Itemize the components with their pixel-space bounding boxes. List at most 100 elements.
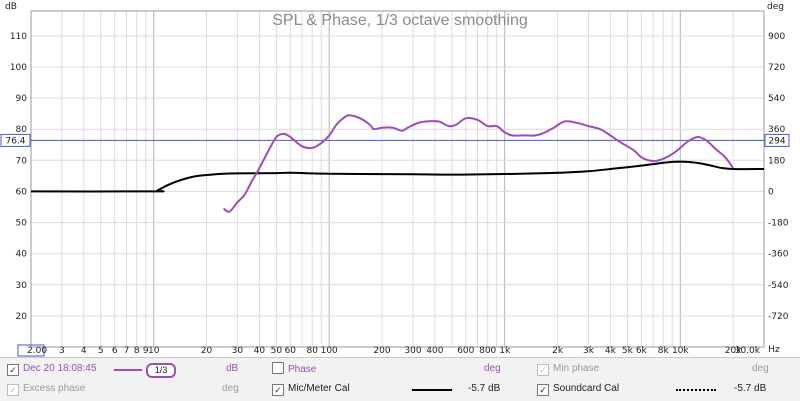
measurement-checkbox[interactable]: ✓ xyxy=(7,364,19,376)
soundcard-cal-legend-item[interactable]: ✓ Soundcard Cal xyxy=(537,382,619,396)
reference-left-value-box xyxy=(0,133,31,147)
x-tick-label: 10k xyxy=(672,346,689,356)
y-right-tick-label: 0 xyxy=(768,187,774,197)
x-tick-label: 80 xyxy=(306,346,318,356)
x-tick-label: 2.00 xyxy=(27,346,47,356)
x-tick-label: 2k xyxy=(552,346,564,356)
y-left-tick-label: 60 xyxy=(16,187,28,197)
x-tick-label: 200 xyxy=(373,346,390,356)
y-left-tick-label: 40 xyxy=(16,250,28,260)
reference-right-value-box xyxy=(764,133,790,147)
x-tick-label: 6k xyxy=(636,346,648,356)
y-left-tick-label: 80 xyxy=(16,125,28,135)
x-tick-label: 5k xyxy=(622,346,634,356)
series-line-dec-20-18-08-45 xyxy=(222,114,734,213)
smoothing-badge[interactable]: 1/3 xyxy=(146,363,176,378)
mic-cal-legend-item[interactable]: ✓ Mic/Meter Cal xyxy=(272,382,350,396)
x-tick-label: 1k xyxy=(499,346,511,356)
min-phase-checkbox[interactable]: ✓ xyxy=(537,364,549,376)
x-tick-label: 30 xyxy=(232,346,244,356)
x-tick-label: 400 xyxy=(426,346,443,356)
left-axis-unit: dB xyxy=(5,2,17,12)
phase-unit-label: deg xyxy=(484,363,501,374)
y-right-tick-label: -360 xyxy=(768,250,789,260)
right-y-tick-labels: -720 -540 -360 -180 0 180 360 540 720 900 xyxy=(768,32,789,322)
mic-cal-label: Mic/Meter Cal xyxy=(288,383,350,394)
min-phase-label: Min phase xyxy=(553,363,600,374)
legend-row-1: ✓ Dec 20 18:08:45 1/3 dB Phase deg ✓ Min p… xyxy=(0,360,800,378)
chart-background xyxy=(0,0,800,357)
y-right-tick-label: 360 xyxy=(768,125,785,135)
y-left-tick-label: 50 xyxy=(16,219,28,229)
min-phase-legend-item[interactable]: ✓ Min phase xyxy=(537,362,599,376)
phase-checkbox[interactable] xyxy=(272,362,284,374)
x-tick-label: 100 xyxy=(321,346,338,356)
measurement-legend-item[interactable]: ✓ Dec 20 18:08:45 xyxy=(7,362,96,376)
y-left-tick-label: 90 xyxy=(16,94,28,104)
series-line-mic-meter-cal xyxy=(30,160,765,193)
measurement-line-swatch xyxy=(114,369,142,371)
soundcard-cal-line-swatch xyxy=(676,389,716,391)
y-right-tick-label: 720 xyxy=(768,63,785,73)
y-right-tick-label: -540 xyxy=(768,281,789,291)
spl-phase-chart[interactable]: SPL & Phase, 1/3 octave smoothing dB deg… xyxy=(0,0,800,357)
reference-right-value: 294 xyxy=(768,136,785,146)
grid-lines xyxy=(30,11,765,347)
x-start-value-box xyxy=(17,344,45,357)
mic-cal-line-swatch xyxy=(412,389,452,391)
soundcard-cal-value: -5.7 dB xyxy=(734,383,767,394)
reference-level-line[interactable]: 76.4 294 xyxy=(0,133,790,147)
right-axis-unit: deg xyxy=(767,2,784,12)
x-axis-unit: Hz xyxy=(768,345,780,355)
excess-phase-legend-item[interactable]: ✓ Excess phase xyxy=(7,382,85,396)
y-left-tick-label: 110 xyxy=(10,32,27,42)
y-right-tick-label: -180 xyxy=(768,219,789,229)
reference-left-value: 76.4 xyxy=(5,136,25,146)
x-tick-label: 3k xyxy=(583,346,595,356)
spl-unit-label: dB xyxy=(226,363,239,374)
measurement-label: Dec 20 18:08:45 xyxy=(23,363,97,374)
phase-legend-item[interactable]: Phase xyxy=(272,362,316,377)
chart-title: SPL & Phase, 1/3 octave smoothing xyxy=(272,12,528,29)
y-right-tick-label: 180 xyxy=(768,156,785,166)
x-tick-label: 8 xyxy=(134,346,140,356)
plot-frame xyxy=(30,10,765,348)
y-left-tick-label: 70 xyxy=(16,156,28,166)
excess-phase-checkbox[interactable]: ✓ xyxy=(7,384,19,396)
x-tick-label: 30.0k xyxy=(735,346,761,356)
x-tick-label: 10 xyxy=(148,346,160,356)
x-tick-label: 7 xyxy=(124,346,130,356)
x-tick-label: 4k xyxy=(605,346,617,356)
x-tick-label: 300 xyxy=(404,346,421,356)
soundcard-cal-label: Soundcard Cal xyxy=(553,383,620,394)
y-left-tick-label: 30 xyxy=(16,281,28,291)
x-tick-label: 4 xyxy=(81,346,87,356)
phase-label: Phase xyxy=(288,364,317,375)
x-tick-label: 50 xyxy=(271,346,283,356)
x-tick-label: 6 xyxy=(112,346,118,356)
x-tick-label: 20 xyxy=(201,346,213,356)
mic-cal-value: -5.7 dB xyxy=(468,383,501,394)
legend-row-2: ✓ Excess phase deg ✓ Mic/Meter Cal -5.7 dB… xyxy=(0,380,800,398)
x-tick-label: 20k xyxy=(725,346,742,356)
soundcard-cal-checkbox[interactable]: ✓ xyxy=(537,384,549,396)
left-y-tick-labels: 20 30 40 50 60 70 80 90 100 110 xyxy=(10,32,27,322)
x-tick-label: 40 xyxy=(254,346,266,356)
x-tick-label: 5 xyxy=(98,346,104,356)
mic-cal-checkbox[interactable]: ✓ xyxy=(272,384,284,396)
min-phase-unit-label: deg xyxy=(752,363,769,374)
y-right-tick-label: -720 xyxy=(768,312,789,322)
series-lines xyxy=(30,114,765,213)
legend-panel: ✓ Dec 20 18:08:45 1/3 dB Phase deg ✓ Min p… xyxy=(0,357,800,401)
excess-phase-label: Excess phase xyxy=(23,383,86,394)
x-tick-label: 600 xyxy=(457,346,474,356)
x-tick-label: 3 xyxy=(59,346,65,356)
x-tick-label: 800 xyxy=(479,346,496,356)
x-tick-labels: 2.00 3 4 5 6 7 8 9 10 20 30 40 50 60 80 100 200 300 400 600… xyxy=(17,344,761,357)
x-tick-label: 60 xyxy=(285,346,297,356)
x-tick-label: 9 xyxy=(143,346,149,356)
x-tick-label: 8k xyxy=(658,346,670,356)
y-left-tick-label: 20 xyxy=(16,312,28,322)
excess-phase-unit-label: deg xyxy=(222,383,239,394)
y-right-tick-label: 900 xyxy=(768,32,785,42)
